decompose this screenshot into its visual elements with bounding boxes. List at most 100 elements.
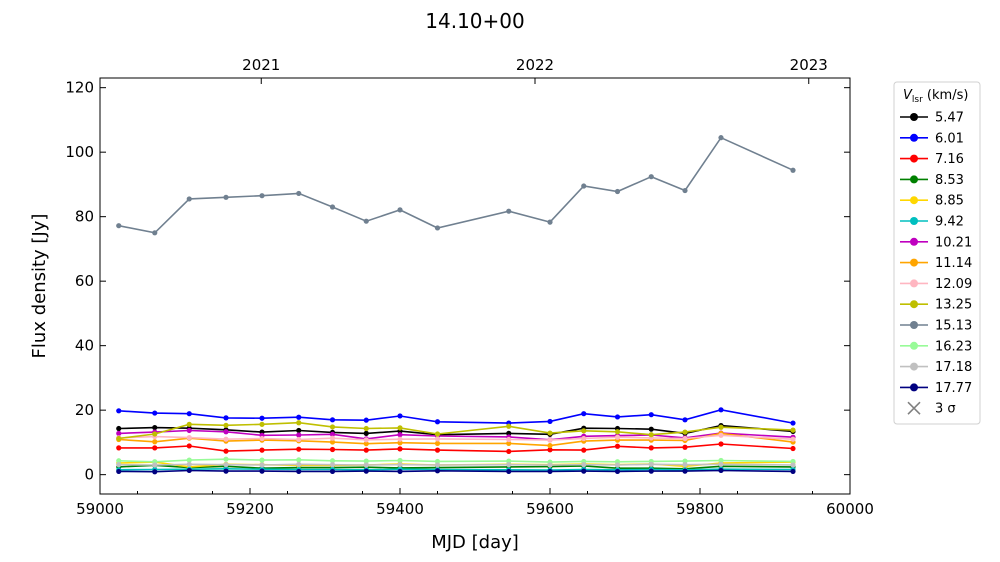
data-point — [397, 436, 403, 442]
legend-marker — [910, 237, 918, 246]
data-point — [718, 432, 724, 438]
top-tick-label: 2022 — [516, 56, 554, 74]
series-17.18 — [116, 461, 796, 468]
data-point — [506, 423, 512, 429]
data-point — [614, 414, 621, 420]
legend-item: 6.01 — [900, 131, 964, 146]
data-point — [682, 417, 688, 423]
x-axis-label: MJD [day] — [431, 532, 519, 553]
legend-label: 6.01 — [935, 131, 964, 146]
data-point — [648, 426, 654, 432]
data-point — [329, 446, 336, 453]
data-point — [648, 432, 654, 438]
legend-item: 7.16 — [900, 152, 964, 167]
series-line — [118, 469, 794, 473]
legend-label: 16.23 — [935, 339, 972, 354]
data-point — [116, 458, 122, 464]
series-6.01 — [116, 407, 796, 426]
legend-marker — [910, 196, 918, 205]
data-point — [581, 468, 587, 474]
data-point — [397, 413, 403, 419]
series-16.23 — [116, 456, 796, 465]
data-point — [296, 190, 302, 197]
data-point — [329, 468, 336, 475]
legend-item: 8.53 — [900, 173, 964, 188]
series-line — [118, 408, 794, 424]
legend-marker — [910, 300, 918, 309]
data-point — [186, 421, 192, 427]
data-point — [547, 219, 553, 225]
series-line — [118, 434, 794, 441]
data-point — [718, 441, 724, 447]
legend-marker — [910, 258, 918, 267]
data-point — [296, 432, 302, 438]
legend-item: 17.77 — [900, 381, 972, 396]
data-point — [296, 457, 302, 463]
data-point — [718, 457, 724, 464]
data-point — [363, 425, 369, 432]
data-point — [223, 448, 229, 454]
data-point — [363, 441, 369, 447]
data-point — [259, 462, 265, 468]
data-point — [434, 440, 441, 446]
data-point — [581, 428, 587, 434]
data-point — [329, 417, 336, 423]
data-point — [223, 456, 229, 462]
data-point — [434, 462, 441, 468]
data-point — [506, 462, 512, 468]
data-point — [223, 429, 229, 435]
legend-title: Vlsr (km/s) — [903, 88, 968, 105]
data-point — [116, 425, 122, 432]
y-tick-label: 80 — [75, 208, 94, 226]
data-point — [363, 468, 369, 474]
data-point — [223, 422, 229, 428]
data-point — [152, 462, 158, 468]
series-line — [118, 424, 794, 436]
data-point — [790, 445, 796, 452]
data-point — [718, 461, 724, 467]
data-point — [718, 135, 724, 141]
data-point — [614, 468, 621, 475]
series-7.16 — [116, 441, 796, 455]
data-point — [186, 467, 192, 474]
data-point — [186, 411, 192, 417]
legend-label: 10.21 — [935, 235, 972, 250]
data-point — [152, 230, 158, 236]
data-point — [363, 458, 369, 464]
data-point — [648, 445, 654, 451]
data-point — [363, 430, 369, 436]
data-point — [547, 447, 553, 453]
data-point — [506, 208, 512, 214]
chart-title: 14.10+00 — [425, 9, 524, 33]
data-point — [259, 193, 265, 199]
data-point — [259, 435, 265, 442]
data-point — [614, 434, 621, 440]
y-tick-label: 120 — [65, 79, 94, 97]
data-point — [223, 436, 229, 442]
data-point — [296, 414, 302, 420]
legend-label: 15.13 — [935, 319, 972, 334]
legend-item: 12.09 — [900, 277, 972, 292]
legend-item: 8.85 — [900, 194, 964, 209]
series-line — [118, 429, 794, 441]
legend-label: 9.42 — [935, 215, 964, 230]
series-line — [118, 443, 794, 453]
data-point — [116, 435, 122, 442]
data-point — [259, 415, 265, 421]
legend-item: 11.14 — [900, 256, 972, 271]
data-point — [329, 458, 336, 464]
data-point — [329, 462, 336, 468]
data-point — [682, 429, 688, 435]
series-line — [118, 432, 794, 447]
data-point — [296, 420, 302, 426]
x-tick-label: 59200 — [226, 500, 274, 518]
legend-item: 13.25 — [900, 298, 972, 313]
data-point — [790, 420, 796, 426]
legend-marker — [910, 321, 918, 329]
data-point — [790, 436, 796, 442]
data-point — [186, 457, 192, 463]
data-point — [581, 462, 587, 468]
data-point — [363, 417, 369, 423]
series-line — [118, 463, 794, 466]
data-point — [116, 468, 122, 475]
